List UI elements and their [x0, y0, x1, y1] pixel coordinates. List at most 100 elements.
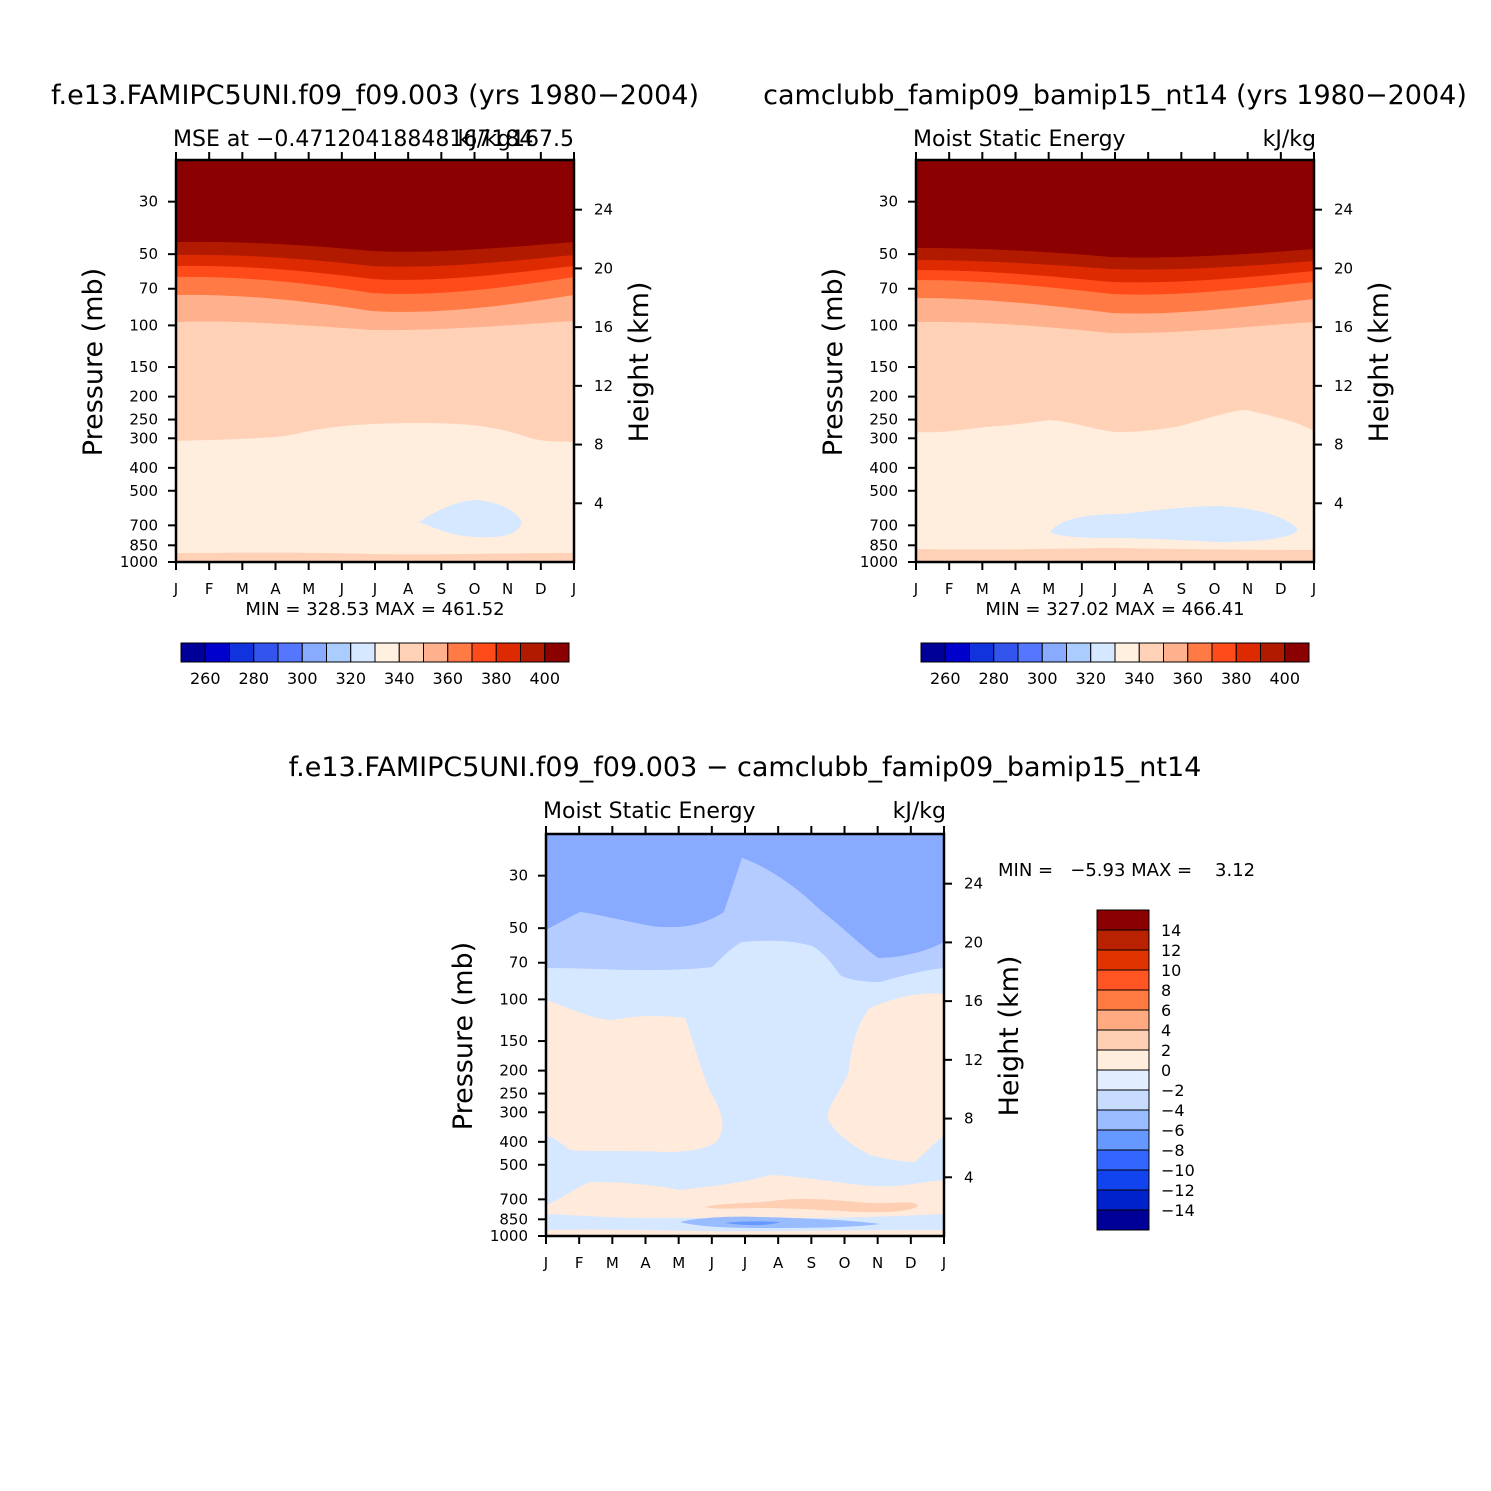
panel-3-region-neg-low: [680, 1216, 880, 1228]
panel-2: camclubb_famip09_bamip15_nt14 (yrs 1980−…: [763, 80, 1467, 688]
colorbar-swatch: [204, 642, 230, 663]
x-tick-label: A: [403, 580, 414, 598]
x-tick-label: S: [437, 580, 447, 598]
colorbar-swatch: [1260, 642, 1286, 663]
y-tick-label: 400: [129, 459, 158, 477]
panel-1: f.e13.FAMIPC5UNI.f09_f09.003 (yrs 1980−2…: [51, 80, 699, 688]
colorbar-swatch: [301, 642, 327, 663]
panel-3-region-pos2-strip: [705, 1198, 918, 1213]
colorbar-label: 400: [529, 669, 560, 688]
colorbar-label: 260: [190, 669, 221, 688]
y2-tick-label: 4: [1334, 494, 1344, 512]
y-tick-label: 200: [499, 1062, 528, 1080]
panel-2-case-title: camclubb_famip09_bamip15_nt14 (yrs 1980−…: [763, 80, 1467, 111]
colorbar-swatch: [1114, 642, 1140, 663]
colorbar-label: 280: [238, 669, 269, 688]
y2-tick-label: 24: [964, 875, 983, 893]
x-tick-label: N: [1242, 580, 1253, 598]
panel-2-variable-title: Moist Static Energy: [913, 127, 1126, 152]
colorbar-swatch: [944, 642, 970, 663]
panel-2-y2-label: Height (km): [1364, 282, 1395, 443]
colorbar-swatch: [326, 642, 352, 663]
colorbar-label: 300: [287, 669, 318, 688]
x-tick-label: S: [807, 1254, 817, 1272]
y-tick-label: 700: [129, 516, 158, 534]
panel-3-plot-area: [546, 834, 944, 1236]
colorbar-swatch: [1041, 642, 1067, 663]
colorbar-label: 280: [978, 669, 1009, 688]
panel-2-plot-area: [916, 160, 1314, 562]
colorbar-swatch: [1096, 1109, 1150, 1131]
colorbar-swatch: [1211, 642, 1237, 663]
x-tick-label: M: [606, 1254, 619, 1272]
x-tick-label: J: [339, 580, 344, 598]
colorbar-swatch: [1163, 642, 1189, 663]
x-tick-label: J: [1079, 580, 1084, 598]
colorbar-swatch: [277, 642, 303, 663]
panel-1-y-label: Pressure (mb): [78, 268, 109, 456]
panel-3-variable-title: Moist Static Energy: [543, 799, 756, 824]
colorbar-label: 260: [930, 669, 961, 688]
colorbar-label: 4: [1161, 1021, 1171, 1040]
x-tick-label: O: [1209, 580, 1221, 598]
panel-2-colorbar: 260 280 300 320 340 360 380 400: [920, 642, 1310, 688]
colorbar-swatch: [1096, 1069, 1150, 1091]
y2-tick-label: 20: [964, 933, 983, 951]
x-tick-label: J: [941, 1254, 946, 1272]
colorbar-label: 320: [1075, 669, 1106, 688]
colorbar-label: 360: [1172, 669, 1203, 688]
colorbar-swatch: [1096, 1029, 1150, 1051]
y-tick-label: 70: [509, 954, 528, 972]
x-tick-label: J: [1112, 580, 1117, 598]
panel-1-band-330: [176, 423, 574, 562]
y-tick-label: 700: [869, 516, 898, 534]
panel-1-band-320-pocket: [419, 500, 522, 538]
colorbar-swatch: [1096, 1129, 1150, 1151]
colorbar-swatch: [423, 642, 449, 663]
panel-1-band-surface: [176, 552, 574, 562]
panel-2-band-320-pocket: [1050, 506, 1298, 542]
colorbar-label: −10: [1161, 1161, 1195, 1180]
y2-tick-label: 8: [964, 1110, 974, 1128]
x-tick-label: M: [976, 580, 989, 598]
x-tick-label: S: [1177, 580, 1187, 598]
panel-3-region-surface: [546, 1229, 944, 1236]
y2-tick-label: 12: [964, 1051, 983, 1069]
colorbar-swatch: [1090, 642, 1116, 663]
x-tick-label: J: [571, 580, 576, 598]
panel-1-plot-area: [176, 160, 574, 562]
colorbar-label: −8: [1161, 1141, 1185, 1160]
panel-3-region-neg-core: [725, 1221, 780, 1226]
y-tick-label: 100: [129, 316, 158, 334]
colorbar-swatch: [1066, 642, 1092, 663]
colorbar-label: 8: [1161, 981, 1171, 1000]
x-tick-label: F: [205, 580, 214, 598]
colorbar-label: 14: [1161, 921, 1181, 940]
y-tick-label: 50: [879, 245, 898, 263]
y2-tick-label: 4: [964, 1168, 974, 1186]
y-tick-label: 850: [869, 536, 898, 554]
x-tick-label: M: [1042, 580, 1055, 598]
colorbar-swatch: [1284, 642, 1310, 663]
x-tick-label: M: [302, 580, 315, 598]
panel-1-variable-title: MSE at −0.47120418848167184: [173, 127, 533, 152]
y-tick-label: 250: [869, 411, 898, 429]
y-tick-label: 150: [129, 358, 158, 376]
y-tick-label: 250: [499, 1085, 528, 1103]
colorbar-swatch: [1096, 1149, 1150, 1171]
colorbar-label: 6: [1161, 1001, 1171, 1020]
y-tick-label: 50: [139, 245, 158, 263]
y-tick-label: 400: [499, 1133, 528, 1151]
colorbar-swatch: [1096, 909, 1150, 931]
y2-tick-label: 8: [594, 436, 604, 454]
panel-1-case-title: f.e13.FAMIPC5UNI.f09_f09.003 (yrs 1980−2…: [51, 80, 699, 111]
y-tick-label: 70: [879, 280, 898, 298]
colorbar-swatch: [1017, 642, 1043, 663]
y2-tick-label: 20: [1334, 259, 1353, 277]
panel-2-band-surface: [916, 548, 1314, 562]
colorbar-label: 400: [1269, 669, 1300, 688]
x-tick-label: M: [236, 580, 249, 598]
y-tick-label: 850: [499, 1210, 528, 1228]
panel-3: f.e13.FAMIPC5UNI.f09_f09.003 − camclubb_…: [289, 752, 1255, 1272]
